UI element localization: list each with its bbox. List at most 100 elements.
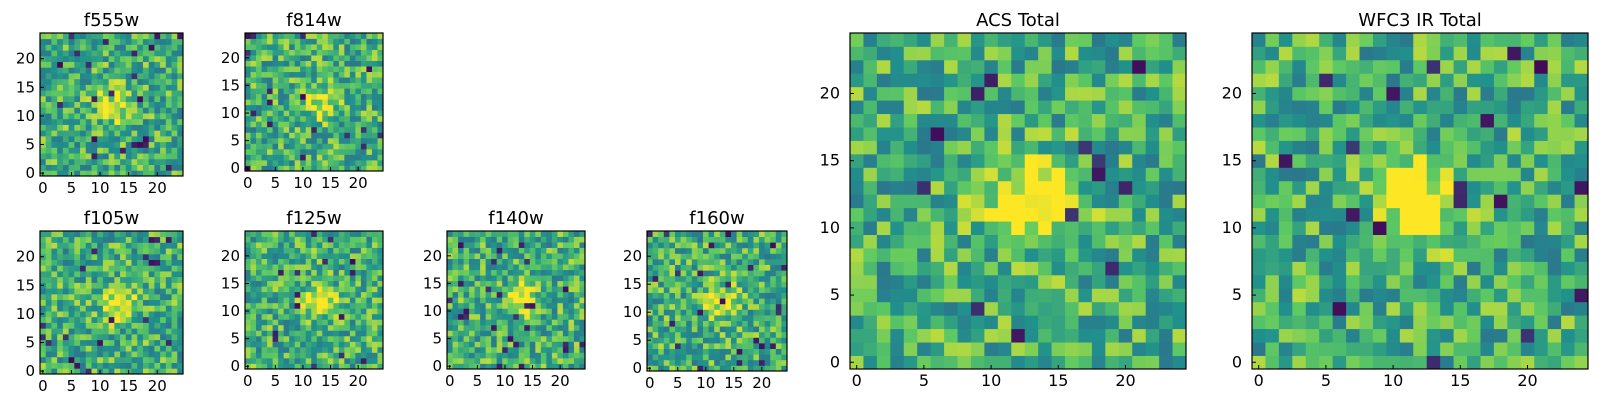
heatmap-cell xyxy=(160,153,167,160)
heatmap-cell xyxy=(691,270,698,277)
heatmap-cell xyxy=(333,313,340,320)
heatmap-cell xyxy=(876,73,891,88)
heatmap-cell xyxy=(1332,194,1347,209)
heatmap-cell xyxy=(850,221,864,235)
heatmap-cell xyxy=(1065,46,1079,61)
heatmap-cell xyxy=(256,313,262,320)
heatmap-cell xyxy=(686,247,693,254)
heatmap-cell xyxy=(250,154,257,161)
heatmap-cell xyxy=(502,313,509,320)
heatmap-cell xyxy=(719,292,726,299)
heatmap-cell xyxy=(62,322,69,329)
heatmap-cell xyxy=(680,354,687,361)
heatmap-cell xyxy=(171,339,178,346)
heatmap-cell xyxy=(74,55,81,62)
heatmap-cell xyxy=(316,77,323,84)
heatmap-cell xyxy=(267,148,273,155)
heatmap-cell xyxy=(333,346,340,353)
heatmap-cell xyxy=(742,236,749,243)
heatmap-cell xyxy=(68,113,75,120)
heatmap-cell xyxy=(1252,207,1266,222)
heatmap-cell xyxy=(305,82,312,89)
heatmap-cell xyxy=(850,261,864,276)
heatmap-cell xyxy=(57,90,64,97)
heatmap-cell xyxy=(62,44,69,51)
heatmap-cell xyxy=(546,346,553,353)
heatmap-cell xyxy=(51,55,58,62)
heatmap-cell xyxy=(1547,153,1562,168)
heatmap-cell xyxy=(338,82,345,89)
heatmap-cell xyxy=(322,159,329,166)
heatmap-cell xyxy=(333,308,340,315)
heatmap-cell xyxy=(256,308,262,315)
heatmap-cell xyxy=(474,341,481,348)
heatmap-cell xyxy=(463,341,470,348)
heatmap-cell xyxy=(903,46,918,61)
heatmap-cell xyxy=(80,282,87,289)
heatmap-cell xyxy=(250,126,257,133)
heatmap-cell xyxy=(1172,248,1187,262)
heatmap-cell xyxy=(377,308,384,315)
heatmap-cell xyxy=(1091,274,1106,289)
heatmap-cell xyxy=(316,335,323,342)
heatmap-cell xyxy=(579,253,586,259)
heatmap-cell xyxy=(903,315,918,330)
heatmap-cell xyxy=(513,302,520,309)
heatmap-cell xyxy=(496,308,503,315)
heatmap-cell xyxy=(1332,140,1347,155)
heatmap-cell xyxy=(177,95,184,103)
heatmap-cell xyxy=(278,66,285,73)
heatmap-cell xyxy=(283,346,290,353)
heatmap-cell xyxy=(917,207,932,222)
heatmap-cell xyxy=(305,269,312,276)
heatmap-cell xyxy=(1440,194,1454,209)
heatmap-cell xyxy=(764,331,771,338)
heatmap-cell xyxy=(74,158,81,165)
heatmap-cell xyxy=(108,271,115,278)
heatmap-cell xyxy=(1091,342,1106,356)
heatmap-cell xyxy=(1480,180,1495,195)
heatmap-cell xyxy=(102,311,110,318)
heatmap-cell xyxy=(137,50,144,57)
heatmap-cell xyxy=(540,264,547,271)
heatmap-cell xyxy=(267,346,273,353)
heatmap-cell xyxy=(154,33,161,40)
heatmap-cell xyxy=(108,158,115,165)
heatmap-cell xyxy=(40,153,47,160)
heatmap-cell xyxy=(917,153,932,168)
heatmap-cell xyxy=(366,308,373,315)
heatmap-cell xyxy=(267,308,273,315)
heatmap-cell xyxy=(160,124,167,131)
heatmap-cell xyxy=(261,357,268,364)
heatmap-cell xyxy=(1319,315,1334,330)
heatmap-cell xyxy=(250,346,257,353)
heatmap-cell xyxy=(349,231,356,237)
heatmap-cell xyxy=(759,326,765,333)
heatmap-cell xyxy=(1399,127,1414,141)
heatmap-cell xyxy=(917,248,932,262)
heatmap-cell xyxy=(997,140,1012,155)
heatmap-cell xyxy=(316,291,323,298)
y-tick-label: 15 xyxy=(423,274,442,292)
heatmap-cell xyxy=(1574,153,1589,168)
heatmap-cell xyxy=(120,316,127,323)
heatmap-cell xyxy=(579,302,586,309)
heatmap-cell xyxy=(125,158,132,165)
heatmap-cell xyxy=(458,363,464,370)
heatmap-cell xyxy=(663,315,670,321)
heatmap-cell xyxy=(91,351,98,358)
heatmap-cell xyxy=(647,326,653,333)
heatmap-cell xyxy=(1065,234,1079,249)
heatmap-cell xyxy=(1520,261,1535,276)
heatmap-cell xyxy=(142,259,150,266)
heatmap-cell xyxy=(283,55,290,61)
heatmap-cell xyxy=(1493,288,1508,303)
heatmap-cell xyxy=(957,288,972,303)
heatmap-cell xyxy=(1547,328,1562,343)
heatmap-cell xyxy=(245,231,251,237)
heatmap-cell xyxy=(177,368,184,375)
heatmap-cell xyxy=(1078,274,1093,289)
heatmap-cell xyxy=(463,357,470,364)
heatmap-cell xyxy=(165,50,172,57)
heatmap-cell xyxy=(349,302,356,309)
